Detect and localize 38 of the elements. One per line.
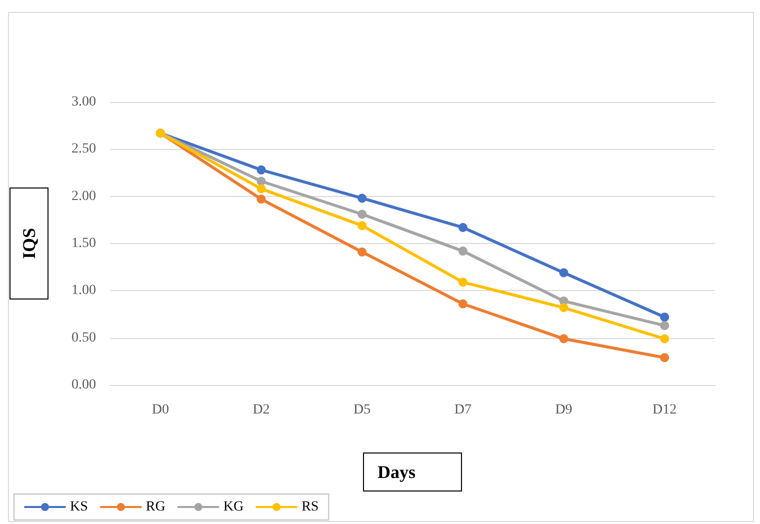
x-tick-label: D5 (354, 402, 371, 418)
point (358, 210, 367, 219)
point (458, 222, 468, 232)
x-axis-title: Days (377, 462, 416, 482)
y-tick-label: 1.50 (72, 236, 96, 251)
point (256, 184, 266, 194)
y-tick-label: 2.00 (72, 188, 96, 204)
legend-label: KS (70, 500, 88, 514)
x-tick-label: D9 (555, 402, 572, 418)
point (358, 247, 367, 256)
legend-label: RG (146, 500, 166, 514)
x-tick-label: D7 (454, 402, 472, 418)
y-axis-title: IQS (19, 228, 39, 260)
point (358, 221, 367, 230)
y-tick-label: 0.50 (72, 330, 96, 346)
point (660, 312, 670, 322)
point (660, 353, 670, 362)
y-tick-label: 3.00 (72, 94, 96, 110)
point (559, 268, 568, 278)
point (660, 334, 670, 344)
point (458, 278, 468, 287)
point (256, 176, 266, 186)
legend-label: RS (302, 500, 319, 514)
point (256, 194, 266, 204)
point (256, 165, 266, 174)
x-tick-label: D0 (152, 402, 169, 418)
x-tick-label: D12 (652, 402, 677, 418)
point (559, 334, 568, 344)
y-tick-label: 2.50 (72, 142, 96, 157)
point (458, 299, 468, 308)
legend-label: KG (223, 500, 244, 514)
point (458, 246, 468, 256)
y-tick-label: 1.00 (72, 283, 96, 298)
point (358, 194, 367, 203)
y-tick-label: 0.00 (72, 378, 96, 392)
x-tick-label: D2 (252, 402, 270, 418)
point (660, 321, 670, 330)
point (559, 303, 568, 312)
